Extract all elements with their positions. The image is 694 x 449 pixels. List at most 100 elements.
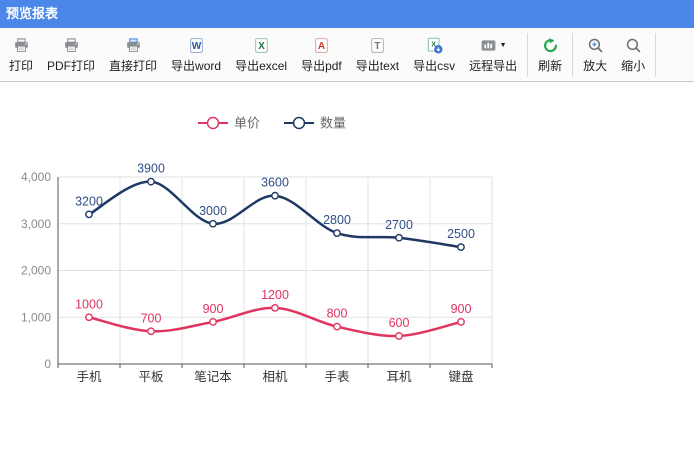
data-point-label: 2800 xyxy=(323,213,351,227)
toolbar-button-export-word[interactable]: W 导出word xyxy=(164,29,228,81)
toolbar-button-direct-print[interactable]: 直接打印 xyxy=(102,29,164,81)
toolbar-button-zoom-out[interactable]: 缩小 xyxy=(614,29,652,81)
data-point xyxy=(209,219,217,228)
data-point xyxy=(271,191,279,200)
data-point-label: 700 xyxy=(141,311,162,325)
y-axis-tick-label: 2,000 xyxy=(21,264,51,278)
data-point xyxy=(333,322,341,331)
legend-marker-circle xyxy=(206,116,220,130)
data-point xyxy=(147,327,155,336)
refresh-icon xyxy=(542,37,559,54)
zoom-out-icon xyxy=(625,37,642,54)
data-point-label: 3600 xyxy=(261,176,289,190)
toolbar-button-label: 打印 xyxy=(9,59,34,73)
toolbar-button-label: 导出pdf xyxy=(301,59,342,73)
toolbar-button-icon-row: X xyxy=(426,36,443,55)
series-line xyxy=(87,180,463,249)
csv-doc-icon: X xyxy=(426,37,443,54)
x-axis-category-label: 手机 xyxy=(76,370,102,384)
toolbar-button-icon-row xyxy=(125,36,142,55)
toolbar-button-label: PDF打印 xyxy=(47,59,96,73)
toolbar-button-icon-row: A xyxy=(313,36,330,55)
toolbar-button-label: 缩小 xyxy=(621,59,646,73)
toolbar-button-icon-row: X xyxy=(253,36,270,55)
x-axis-category-label: 相机 xyxy=(262,370,288,384)
toolbar-separator xyxy=(572,33,574,77)
window-title-bar: 预览报表 xyxy=(0,0,694,28)
toolbar-button-remote-export[interactable]: ▼ 远程导出 xyxy=(462,29,524,81)
zoom-in-icon xyxy=(587,37,604,54)
legend-label: 单价 xyxy=(234,116,260,131)
toolbar-button-export-excel[interactable]: X 导出excel xyxy=(228,29,294,81)
toolbar-button-icon-row xyxy=(625,36,642,55)
legend-item-数量[interactable]: 数量 xyxy=(284,116,346,131)
chart-axes xyxy=(57,177,493,368)
y-axis-tick-label: 4,000 xyxy=(21,170,51,184)
svg-text:W: W xyxy=(191,41,201,52)
data-point-label: 1000 xyxy=(75,297,103,311)
data-point xyxy=(85,313,93,322)
data-point-label: 2500 xyxy=(447,227,475,241)
toolbar-button-icon-row xyxy=(587,36,604,55)
printer-direct-icon xyxy=(125,37,142,54)
data-point-label: 800 xyxy=(327,307,348,321)
toolbar-button-print[interactable]: 打印 xyxy=(2,29,40,81)
data-point-label: 2700 xyxy=(385,218,413,232)
toolbar-button-export-csv[interactable]: X 导出csv xyxy=(406,29,462,81)
toolbar: 打印 PDF打印 直接打印 W 导出word X 导出excel A 导出pdf T 导出text X… xyxy=(0,28,694,82)
toolbar-button-icon-row: W xyxy=(188,36,205,55)
toolbar-button-icon-row: ▼ xyxy=(480,36,507,55)
data-point-label: 3000 xyxy=(199,204,227,218)
data-point xyxy=(457,318,465,326)
data-point-label: 900 xyxy=(203,302,224,316)
toolbar-button-label: 刷新 xyxy=(538,59,563,73)
printer-icon xyxy=(13,37,30,54)
toolbar-button-pdf-print[interactable]: PDF打印 xyxy=(40,29,102,81)
y-axis-tick-label: 1,000 xyxy=(21,310,51,324)
line-chart: 0 1,000 2,000 3,000 4,000 手机 平板 笔记本 相机 手表 耳机 键盘 1000… xyxy=(21,116,493,384)
window-title: 预览报表 xyxy=(6,6,59,21)
legend-label: 数量 xyxy=(320,116,346,131)
data-point-label: 600 xyxy=(389,316,410,330)
data-point-label: 3200 xyxy=(75,194,103,208)
y-axis-tick-label: 0 xyxy=(44,357,51,371)
chart-grid xyxy=(58,176,493,364)
data-point-label: 900 xyxy=(451,302,472,316)
svg-text:X: X xyxy=(258,41,265,52)
x-axis-category-label: 键盘 xyxy=(448,369,473,384)
excel-doc-icon: X xyxy=(253,37,270,54)
data-point xyxy=(333,229,341,238)
toolbar-button-label: 导出csv xyxy=(413,59,456,73)
legend-item-单价[interactable]: 单价 xyxy=(198,116,260,131)
x-axis-category-label: 笔记本 xyxy=(194,369,232,384)
series-单价: 1000 700 900 1200 800 600 900 xyxy=(75,288,472,340)
toolbar-button-refresh[interactable]: 刷新 xyxy=(531,29,569,81)
toolbar-button-export-pdf[interactable]: A 导出pdf xyxy=(294,29,349,81)
data-point xyxy=(395,332,403,340)
toolbar-button-label: 导出word xyxy=(171,59,222,73)
toolbar-button-export-text[interactable]: T 导出text xyxy=(349,29,406,81)
report-content: 0 1,000 2,000 3,000 4,000 手机 平板 笔记本 相机 手表 耳机 键盘 1000… xyxy=(0,82,694,449)
toolbar-button-label: 导出text xyxy=(355,59,400,73)
data-point xyxy=(147,177,155,186)
x-axis-category-label: 手表 xyxy=(324,370,350,384)
data-point xyxy=(271,303,279,312)
toolbar-button-label: 导出excel xyxy=(235,59,288,73)
series-数量: 3200 3900 3000 3600 2800 2700 2500 xyxy=(75,162,475,252)
x-axis-category-label: 平板 xyxy=(138,370,164,384)
data-point-label: 3900 xyxy=(137,162,165,176)
toolbar-button-label: 远程导出 xyxy=(469,59,518,73)
chart-legend: 单价 数量 xyxy=(198,116,346,131)
data-point-label: 1200 xyxy=(261,288,289,302)
toolbar-button-zoom-in[interactable]: 放大 xyxy=(576,29,614,81)
toolbar-button-icon-row xyxy=(542,36,559,55)
word-doc-icon: W xyxy=(188,37,205,54)
data-point xyxy=(85,210,93,219)
dropdown-caret-icon[interactable]: ▼ xyxy=(499,42,507,49)
printer-icon xyxy=(63,37,80,54)
legend-marker-circle xyxy=(292,116,306,130)
text-doc-icon: T xyxy=(369,37,386,54)
svg-text:A: A xyxy=(318,41,326,52)
monitor-chart-icon xyxy=(480,37,497,54)
